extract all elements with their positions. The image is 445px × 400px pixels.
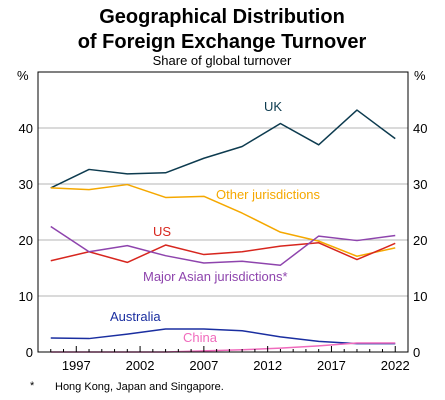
y-unit-right: % <box>414 68 426 83</box>
series-line-china <box>50 342 396 353</box>
y-tick-right-40: 40 <box>413 121 427 136</box>
series-line-uk <box>50 109 396 189</box>
footnote-text: Hong Kong, Japan and Singapore. <box>55 381 224 393</box>
series-line-us <box>50 242 396 264</box>
x-tick-2017: 2017 <box>317 358 346 373</box>
x-tick-2002: 2002 <box>126 358 155 373</box>
chart-title-line-1: Geographical Distribution <box>99 6 345 28</box>
x-tick-2012: 2012 <box>253 358 282 373</box>
series-lines <box>50 109 396 353</box>
footnote-marker: * <box>30 380 35 392</box>
y-tick-right-0: 0 <box>413 345 420 360</box>
series-line-major-asian-jurisdictions <box>50 225 396 266</box>
series-label-other-jurisdictions: Other jurisdictions <box>216 187 321 202</box>
y-tick-left-10: 10 <box>19 289 33 304</box>
chart-subtitle: Share of global turnover <box>153 53 292 68</box>
series-line-australia <box>50 328 396 345</box>
y-tick-left-20: 20 <box>19 233 33 248</box>
series-label-australia: Australia <box>110 309 161 324</box>
y-tick-left-40: 40 <box>19 121 33 136</box>
series-label-china: China <box>183 330 218 345</box>
axis-ticks: 0 0 10 10 20 20 30 30 40 40 1997 2002 2007 2012 2017 20… <box>19 121 428 373</box>
y-tick-left-30: 30 <box>19 177 33 192</box>
series-label-us: US <box>153 224 171 239</box>
y-tick-left-0: 0 <box>26 345 33 360</box>
y-tick-right-20: 20 <box>413 233 427 248</box>
series-line-other-jurisdictions <box>50 183 396 257</box>
y-unit-left: % <box>17 68 29 83</box>
y-tick-right-30: 30 <box>413 177 427 192</box>
series-label-uk: UK <box>264 99 282 114</box>
chart-title-line-2: of Foreign Exchange Turnover <box>78 31 367 53</box>
x-tick-2022: 2022 <box>381 358 410 373</box>
plot-frame <box>37 71 409 353</box>
series-label-major-asian: Major Asian jurisdictions* <box>143 269 288 284</box>
y-tick-right-10: 10 <box>413 289 427 304</box>
x-tick-2007: 2007 <box>189 358 218 373</box>
x-tick-1997: 1997 <box>62 358 91 373</box>
